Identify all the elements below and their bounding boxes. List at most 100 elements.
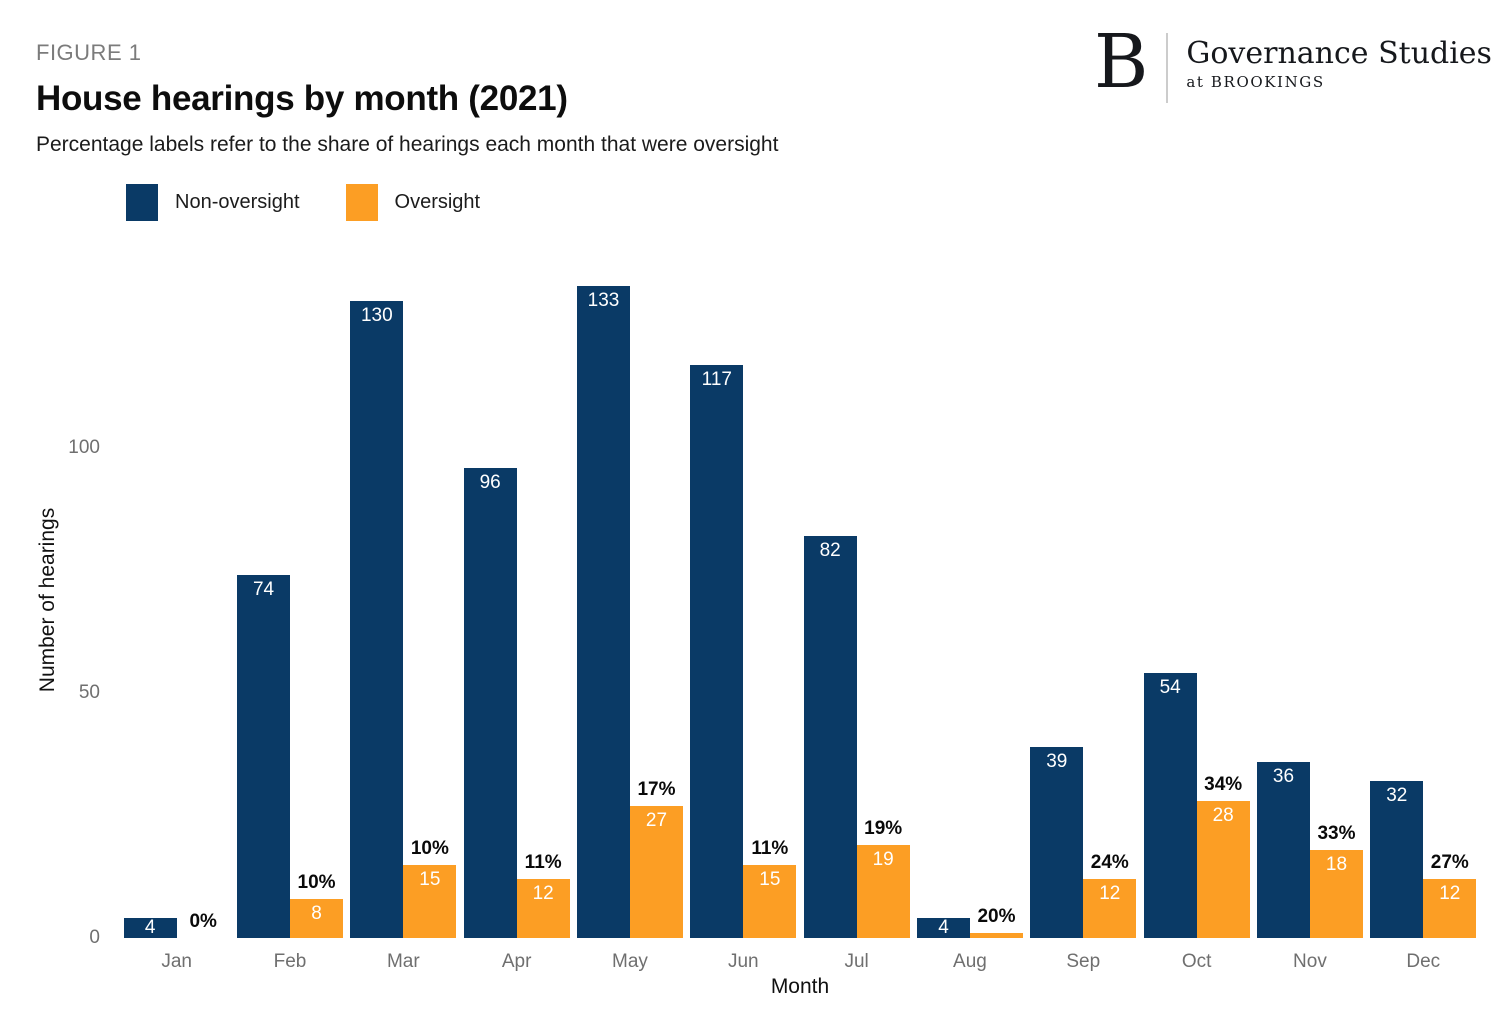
brookings-logo: B Governance Studies at BROOKINGS [1094, 19, 1492, 105]
month-group-mar: 130 15 10% Mar [347, 258, 460, 972]
legend-item-oversight: Oversight [345, 184, 481, 221]
chart-legend: Non-oversight Oversight [126, 184, 526, 221]
bar-value-label: 39 [1046, 750, 1068, 772]
bar-value-label: 15 [759, 868, 781, 890]
legend-label: Non-oversight [175, 191, 300, 213]
plot-area: 4 0% Jan 74 8 10% Feb 130 15 10% Mar 96 12 11% Apr 133 2… [68, 258, 1480, 972]
bar-non-oversight-jan: 4 [123, 917, 177, 939]
bar-non-oversight-sep: 39 [1030, 746, 1084, 938]
bar-value-label: 130 [360, 305, 393, 326]
bar-non-oversight-apr: 96 [463, 467, 517, 938]
x-tick-label-jul: Jul [844, 951, 869, 972]
x-tick-label-dec: Dec [1406, 951, 1441, 972]
y-tick-label-0: 0 [89, 927, 100, 948]
bar-oversight-jul: 19 [856, 844, 910, 938]
pct-label-feb: 10% [297, 871, 336, 893]
x-tick-label-nov: Nov [1293, 951, 1327, 972]
bar-non-oversight-oct: 54 [1143, 673, 1197, 938]
month-group-oct: 54 28 34% Oct [1140, 258, 1253, 972]
bar-value-label: 133 [587, 290, 620, 312]
x-tick-label-apr: Apr [501, 951, 532, 972]
bar-value-label: 96 [479, 471, 501, 493]
x-tick-label-aug: Aug [953, 951, 987, 972]
bar-non-oversight-aug: 4 [916, 917, 970, 939]
bar-non-oversight-feb: 74 [237, 575, 291, 938]
bar-value-label: 54 [1159, 677, 1181, 699]
bar-oversight-oct: 28 [1196, 800, 1250, 938]
month-group-aug: 4 20% Aug [913, 258, 1026, 972]
x-tick-label-jun: Jun [727, 951, 759, 972]
logo-text: Governance Studies at BROOKINGS [1186, 28, 1492, 91]
bar-oversight-mar: 15 [403, 864, 457, 938]
bar-value-label: 117 [701, 368, 732, 390]
bar-value-label: 19 [872, 848, 894, 870]
bar-value-label: 32 [1386, 785, 1408, 807]
non-oversight-swatch-icon [126, 184, 158, 221]
bar-value-label: 4 [144, 917, 156, 939]
oversight-swatch-icon [345, 184, 378, 221]
bar-non-oversight-mar: 130 [350, 301, 404, 938]
bar-value-label: 12 [1099, 883, 1121, 905]
bar-non-oversight-may: 133 [577, 286, 630, 938]
bar-oversight-nov: 18 [1309, 849, 1363, 938]
chart-subtitle: Percentage labels refer to the share of … [36, 133, 779, 156]
month-group-jul: 82 19 19% Jul [800, 258, 913, 972]
x-axis-title: Month [770, 975, 830, 998]
x-tick-label-jan: Jan [161, 951, 192, 972]
figure-label: FIGURE 1 [36, 40, 142, 65]
bar-value-label: 8 [311, 902, 322, 924]
bar-oversight-apr: 12 [516, 879, 570, 938]
month-group-jan: 4 0% Jan [120, 258, 233, 972]
bar-non-oversight-nov: 36 [1256, 761, 1310, 938]
month-group-may: 133 27 17% May [573, 258, 686, 972]
bar-value-label: 27 [645, 809, 668, 831]
brookings-b-icon: B [1094, 19, 1149, 105]
bar-value-label: 18 [1325, 853, 1348, 875]
logo-name: Governance Studies [1186, 36, 1492, 71]
pct-label-jun: 11% [751, 837, 789, 859]
bar-oversight-sep: 12 [1083, 879, 1137, 938]
bar-value-label: 74 [252, 579, 275, 601]
x-tick-label-oct: Oct [1181, 951, 1212, 972]
bar-oversight-jun: 15 [743, 864, 797, 938]
bar-oversight-aug [969, 933, 1023, 938]
bar-non-oversight-jul: 82 [803, 536, 857, 938]
pct-label-oct: 34% [1204, 773, 1243, 795]
bar-value-label: 28 [1212, 804, 1234, 826]
x-tick-label-mar: Mar [386, 951, 420, 972]
logo-subtitle: at BROOKINGS [1186, 72, 1325, 91]
page-title: House hearings by month (2021) [36, 79, 568, 118]
month-group-jun: 117 15 11% Jun [687, 258, 800, 972]
bar-value-label: 36 [1272, 765, 1295, 787]
x-tick-label-feb: Feb [273, 951, 307, 972]
pct-label-may: 17% [637, 778, 676, 800]
bar-value-label: 4 [938, 917, 949, 939]
bar-value-label: 12 [1439, 883, 1461, 905]
month-group-nov: 36 18 33% Nov [1253, 258, 1366, 972]
bar-value-label: 12 [532, 883, 554, 905]
legend-label: Oversight [394, 191, 481, 213]
bar-oversight-may: 27 [630, 805, 683, 938]
pct-label-sep: 24% [1090, 852, 1129, 874]
month-group-sep: 39 12 24% Sep [1027, 258, 1140, 972]
bar-non-oversight-dec: 32 [1370, 781, 1424, 938]
pct-label-jul: 19% [864, 817, 903, 839]
y-tick-label-100: 100 [68, 437, 100, 458]
x-tick-label-sep: Sep [1066, 951, 1101, 972]
pct-label-mar: 10% [410, 837, 449, 859]
y-axis-title: Number of hearings [36, 507, 59, 693]
bar-oversight-feb: 8 [290, 898, 344, 938]
bar-value-label: 15 [419, 868, 441, 890]
bar-non-oversight-jun: 117 [690, 364, 744, 938]
x-tick-label-may: May [612, 951, 648, 972]
y-tick-label-50: 50 [78, 682, 100, 703]
pct-label-jan: 0% [189, 911, 217, 932]
logo-divider [1166, 33, 1169, 103]
pct-label-dec: 27% [1430, 852, 1469, 874]
month-group-apr: 96 12 11% Apr [460, 258, 573, 972]
month-group-dec: 32 12 27% Dec [1367, 258, 1480, 972]
month-group-feb: 74 8 10% Feb [233, 258, 346, 972]
pct-label-aug: 20% [977, 906, 1016, 928]
pct-label-nov: 33% [1317, 822, 1356, 844]
